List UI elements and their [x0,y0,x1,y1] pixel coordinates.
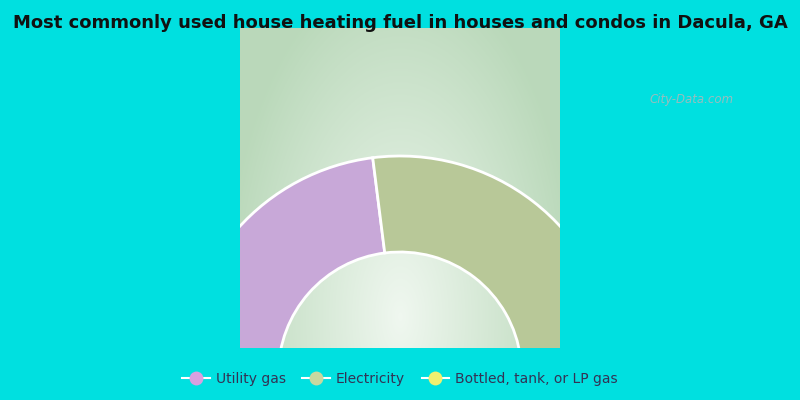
Wedge shape [521,346,618,374]
Wedge shape [373,156,616,358]
Text: Most commonly used house heating fuel in houses and condos in Dacula, GA: Most commonly used house heating fuel in… [13,14,787,32]
Legend: Utility gas, Electricity, Bottled, tank, or LP gas: Utility gas, Electricity, Bottled, tank,… [177,366,623,391]
Text: City-Data.com: City-Data.com [650,94,734,106]
Wedge shape [182,158,385,374]
